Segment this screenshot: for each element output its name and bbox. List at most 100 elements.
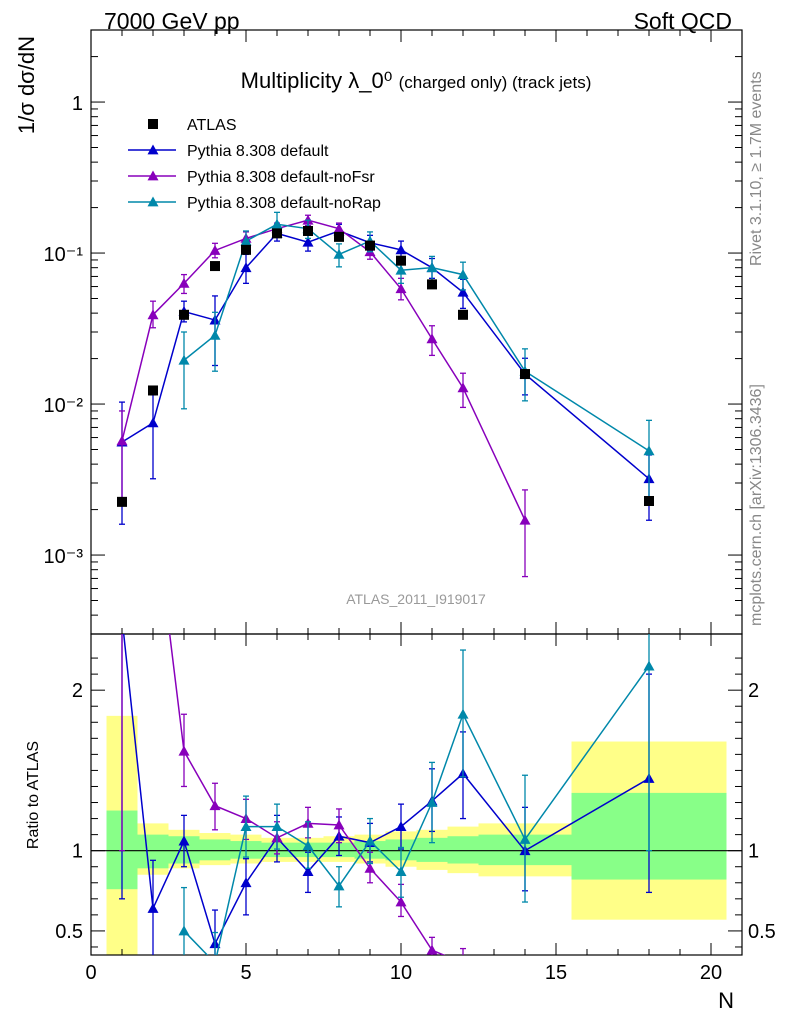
data-point [116, 435, 128, 446]
ratio-data-point [209, 800, 221, 811]
ratio-data-point [395, 866, 407, 876]
ratio-data-point [302, 840, 314, 851]
ratio-data-point [519, 833, 531, 844]
legend-marker [147, 196, 159, 207]
ratio-data-point [271, 821, 283, 831]
ratio-y-tick-label: 1 [72, 841, 83, 863]
data-point [643, 445, 655, 456]
data-point [426, 262, 438, 273]
data-point [147, 309, 159, 320]
data-point [395, 244, 407, 255]
ratio-data-point [457, 708, 469, 719]
band-inner [199, 839, 231, 861]
ratio-data-point [117, 612, 128, 622]
data-point [178, 277, 190, 288]
ratio-data-point [458, 958, 469, 968]
data-point [520, 369, 530, 380]
ratio-data-point [148, 492, 159, 502]
x-tick-label: 15 [545, 962, 567, 984]
ratio-y-tick-label: 0.5 [55, 921, 83, 943]
legend-label: ATLAS [187, 117, 237, 134]
data-point [209, 244, 221, 255]
data-point [333, 223, 345, 234]
series-line [183, 223, 650, 452]
main-plot-area [116, 211, 655, 578]
ratio-data-point [364, 835, 376, 846]
ratio-y-tick-label-right: 0.5 [748, 921, 776, 943]
chart-title: Multiplicity λ_0⁰ (charged only) (track … [241, 68, 592, 93]
data-point [395, 283, 407, 294]
ratio-data-point [426, 944, 438, 955]
data-point [426, 333, 438, 344]
x-tick-label: 5 [240, 962, 251, 984]
y-axis-label: 1/σ dσ/dN [14, 36, 39, 134]
data-point [148, 385, 158, 396]
data-point [457, 382, 469, 393]
data-point [272, 228, 282, 239]
data-point [457, 286, 469, 297]
data-point [179, 309, 189, 320]
data-point [271, 218, 283, 229]
x-tick-label: 10 [390, 962, 412, 984]
data-point [396, 255, 406, 266]
ratio-series-line [168, 634, 446, 955]
legend-marker [148, 119, 158, 129]
ratio-data-point [240, 877, 252, 888]
data-point [519, 514, 531, 525]
ratio-data-point [178, 925, 190, 936]
data-point [209, 329, 221, 340]
legend-label: Pythia 8.308 default [187, 143, 329, 160]
data-point [334, 231, 344, 242]
ratio-data-point [178, 745, 190, 756]
data-point [458, 309, 468, 320]
ratio-y-tick-label-right: 2 [748, 680, 759, 702]
data-point [302, 236, 314, 247]
data-point [210, 261, 220, 272]
data-point [147, 417, 159, 428]
data-point [117, 496, 127, 507]
ratio-data-point [178, 835, 190, 846]
ratio-axes-frame [90, 633, 743, 956]
data-point [303, 225, 313, 236]
ratio-data-point [333, 880, 345, 891]
data-point [427, 279, 437, 290]
y-tick-label: 10⁻³ [44, 546, 84, 568]
analysis-tag: ATLAS_2011_I919017 [346, 591, 486, 607]
ratio-data-point [395, 896, 407, 907]
y-tick-label: 10⁻¹ [44, 244, 84, 266]
ratio-data-point [210, 958, 221, 968]
x-tick-label: 20 [700, 962, 722, 984]
data-point [241, 244, 251, 255]
ratio-data-point [333, 819, 345, 830]
x-axis-label: N [718, 988, 734, 1013]
data-point [365, 240, 375, 251]
y-tick-label: 1 [72, 93, 83, 115]
ratio-y-axis-label: Ratio to ATLAS [25, 741, 42, 849]
ratio-plot-area [117, 492, 655, 968]
legend-marker [147, 144, 159, 155]
legend-marker [147, 170, 159, 181]
data-point [240, 262, 252, 273]
ratio-data-point [395, 821, 407, 831]
ratio-data-point [302, 866, 314, 876]
legend-label: Pythia 8.308 default-noRap [187, 195, 381, 212]
x-tick-label: 0 [85, 962, 96, 984]
data-point [240, 235, 252, 246]
ratio-data-point [147, 902, 159, 913]
ratio-y-tick-label: 2 [72, 680, 83, 702]
ratio-data-point [426, 797, 438, 807]
data-point [395, 264, 407, 275]
ratio-data-point [643, 660, 655, 671]
data-point [457, 269, 469, 279]
band-inner [447, 836, 479, 864]
ratio-data-point [364, 862, 376, 873]
ratio-data-point [117, 604, 128, 614]
series-line [121, 230, 650, 480]
ratio-series-line [183, 665, 650, 955]
ratio-series-line [122, 634, 650, 946]
data-point [644, 495, 654, 506]
legend-label: Pythia 8.308 default-noFsr [187, 169, 375, 186]
data-point [333, 248, 345, 259]
legend: ATLAS Pythia 8.308 default Pythia 8.308 de… [128, 117, 381, 212]
